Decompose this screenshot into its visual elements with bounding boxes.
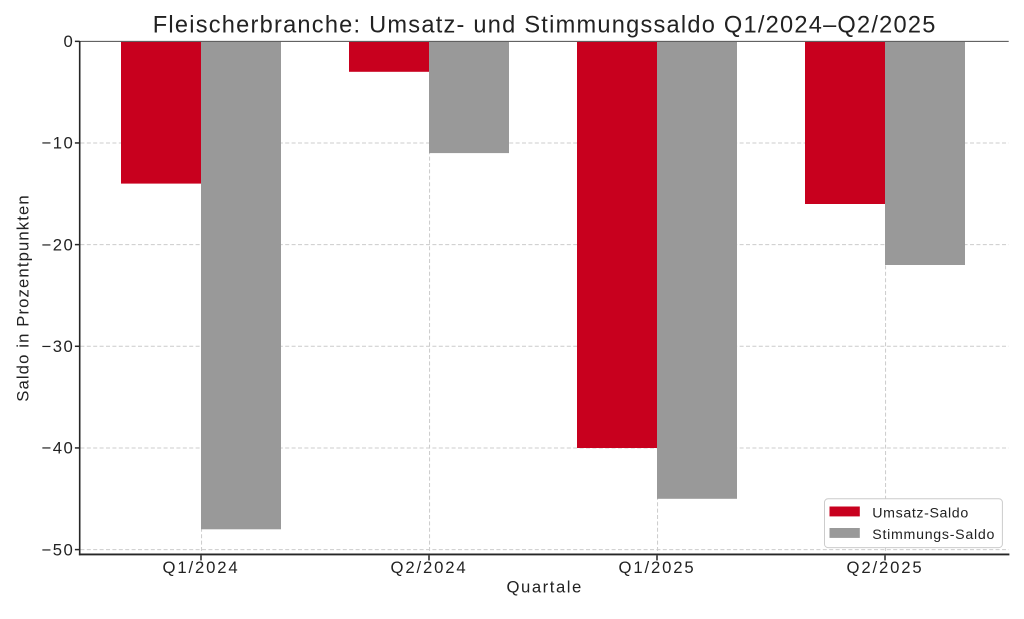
svg-text:−20: −20	[41, 235, 74, 254]
svg-text:−50: −50	[41, 540, 74, 559]
svg-text:Q2/2025: Q2/2025	[847, 558, 924, 577]
svg-text:Q1/2024: Q1/2024	[163, 558, 240, 577]
svg-text:0: 0	[64, 32, 75, 51]
svg-text:−10: −10	[41, 134, 74, 153]
svg-text:Fleischerbranche: Umsatz- und: Fleischerbranche: Umsatz- und Stimmungss…	[153, 12, 937, 38]
svg-text:Saldo in Prozentpunkten: Saldo in Prozentpunkten	[14, 194, 33, 402]
svg-text:Umsatz-Saldo: Umsatz-Saldo	[872, 505, 969, 521]
svg-text:Q1/2025: Q1/2025	[619, 558, 696, 577]
svg-text:Quartale: Quartale	[506, 577, 582, 596]
svg-text:−30: −30	[41, 337, 74, 356]
svg-text:Q2/2024: Q2/2024	[391, 558, 468, 577]
svg-text:Stimmungs-Saldo: Stimmungs-Saldo	[872, 527, 995, 543]
svg-text:−40: −40	[41, 439, 74, 458]
